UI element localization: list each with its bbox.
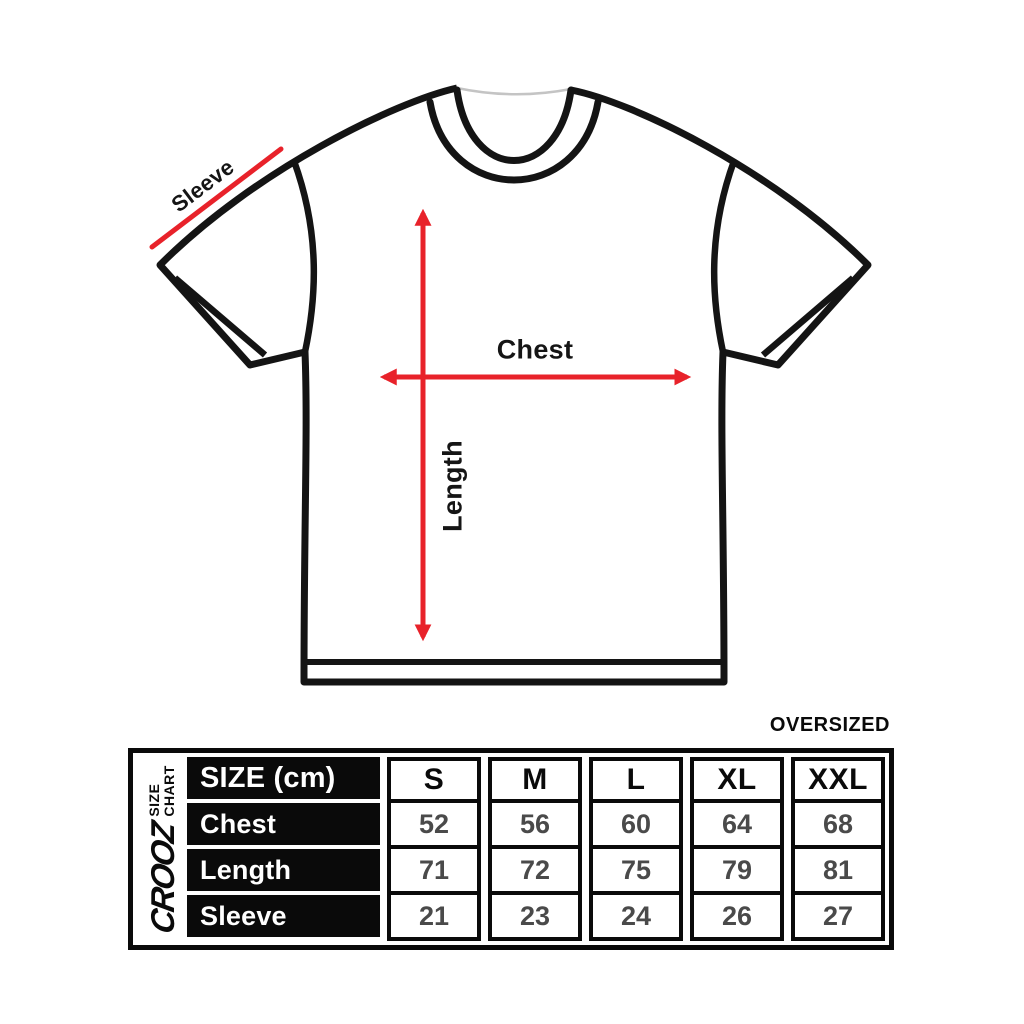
length-value-xxl: 81 (791, 849, 885, 895)
length-measure-label: Length (437, 440, 468, 532)
collar-outer-arc (426, 98, 602, 184)
sleeve-value-xxl: 27 (791, 895, 885, 941)
chest-measure-label: Chest (496, 334, 574, 365)
collar-inner-arc (453, 86, 575, 164)
chest-value-s: 52 (387, 803, 481, 849)
column-header-xl: XL (690, 757, 784, 803)
column-header-s: S (387, 757, 481, 803)
table-header-size-cm: SIZE (cm) (187, 757, 380, 803)
row-label-chest: Chest (187, 803, 380, 849)
armhole-seam-right (710, 159, 738, 353)
brand-subtitle-line2: CHART (161, 765, 177, 817)
brand-subtitle: SIZE CHART (146, 765, 177, 817)
brand-subtitle-line1: SIZE (146, 783, 163, 817)
chest-value-l: 60 (589, 803, 683, 849)
size-table-grid: SIZE (cm) S M L XL XXL Chest 52 56 60 64… (187, 757, 885, 941)
armhole-seam-left (290, 159, 318, 353)
column-header-l: L (589, 757, 683, 803)
oversized-tag: OVERSIZED (769, 714, 890, 736)
length-value-m: 72 (488, 849, 582, 895)
row-label-sleeve: Sleeve (187, 895, 380, 941)
row-label-length: Length (187, 849, 380, 895)
sleeve-value-l: 24 (589, 895, 683, 941)
column-header-xxl: XXL (791, 757, 885, 803)
brand-logo-crooz: CROOZ (143, 820, 181, 937)
sleeve-value-m: 23 (488, 895, 582, 941)
sleeve-value-s: 21 (387, 895, 481, 941)
brand-rotated-block: CROOZ SIZE CHART (137, 757, 187, 941)
column-header-m: M (488, 757, 582, 803)
chest-value-xl: 64 (690, 803, 784, 849)
size-chart-table: CROOZ SIZE CHART SIZE (cm) S M L XL XXL … (128, 748, 894, 950)
length-value-xl: 79 (690, 849, 784, 895)
length-value-l: 75 (589, 849, 683, 895)
tshirt-diagram (149, 84, 872, 686)
sleeve-measure-line (149, 146, 284, 250)
length-value-s: 71 (387, 849, 481, 895)
back-neck-line (456, 86, 572, 96)
cuff-seam-left (172, 275, 268, 358)
chest-value-xxl: 68 (791, 803, 885, 849)
chest-value-m: 56 (488, 803, 582, 849)
cuff-seam-right (760, 275, 856, 358)
sleeve-value-xl: 26 (690, 895, 784, 941)
brand-strip: CROOZ SIZE CHART (137, 757, 187, 941)
